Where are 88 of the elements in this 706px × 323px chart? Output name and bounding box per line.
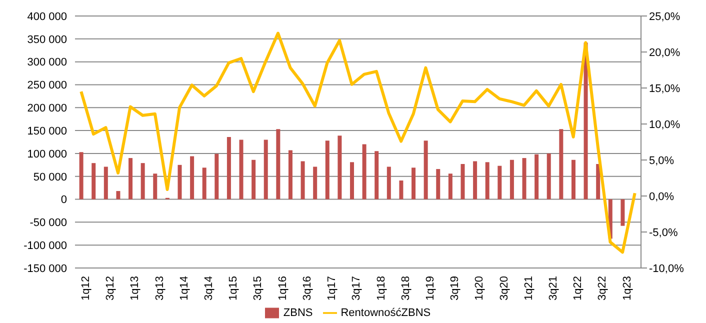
y2-tick-label: -10,0% bbox=[649, 262, 684, 275]
bar bbox=[374, 151, 379, 200]
x-tick-label: 1q13 bbox=[129, 276, 142, 300]
y-tick-label: 150 000 bbox=[27, 125, 67, 138]
bar bbox=[473, 161, 478, 200]
bar bbox=[252, 160, 256, 200]
legend-label: RentownośćZBNS bbox=[340, 306, 431, 319]
y-tick-label: 0 bbox=[60, 194, 67, 206]
y-tick-label: 250 000 bbox=[27, 80, 67, 92]
y2-tick-label: 0,0% bbox=[649, 190, 674, 203]
bar bbox=[276, 129, 280, 200]
x-tick-label: 3q13 bbox=[154, 276, 166, 300]
bar bbox=[620, 199, 625, 226]
x-tick-label: 3q22 bbox=[596, 276, 609, 300]
bar bbox=[313, 166, 318, 200]
x-tick-label: 1q22 bbox=[572, 276, 584, 300]
bar bbox=[546, 153, 551, 200]
x-tick-label: 1q15 bbox=[228, 276, 240, 300]
bar bbox=[448, 174, 452, 200]
bar bbox=[79, 152, 84, 200]
bar bbox=[534, 154, 539, 200]
y-tick-label: 200 000 bbox=[27, 102, 67, 115]
y-tick-label: 350 000 bbox=[27, 34, 67, 46]
y2-tick-label: 15,0% bbox=[649, 82, 680, 95]
bar bbox=[559, 129, 564, 200]
bar bbox=[338, 136, 342, 200]
y2-tick-label: 5,0% bbox=[649, 154, 674, 167]
bar bbox=[300, 161, 305, 200]
bar bbox=[399, 180, 404, 200]
bar bbox=[140, 163, 145, 200]
bar bbox=[104, 166, 108, 200]
legend-label: ZBNS bbox=[283, 306, 313, 319]
bar bbox=[190, 156, 194, 200]
y2-tick-label: -5,0% bbox=[649, 226, 678, 239]
x-tick-label: 3q20 bbox=[498, 276, 510, 300]
line-series bbox=[80, 32, 636, 254]
y-tick-label: -150 000 bbox=[24, 262, 67, 275]
bar bbox=[436, 169, 440, 200]
x-tick-label: 1q19 bbox=[424, 276, 436, 300]
bar bbox=[460, 164, 465, 200]
bar bbox=[214, 154, 219, 200]
bar bbox=[362, 144, 366, 200]
x-tick-label: 3q12 bbox=[104, 276, 117, 300]
x-tick-label: 3q16 bbox=[301, 276, 314, 300]
x-tick-label: 1q16 bbox=[276, 276, 289, 300]
bar bbox=[264, 140, 268, 200]
x-tick-label: 3q17 bbox=[350, 276, 363, 300]
bar bbox=[522, 158, 526, 200]
bar bbox=[239, 140, 244, 200]
bar bbox=[226, 136, 231, 200]
x-tick-label: 3q14 bbox=[203, 276, 216, 300]
bar bbox=[571, 160, 576, 200]
x-tick-label: 1q17 bbox=[326, 276, 338, 300]
bar bbox=[498, 166, 502, 200]
bar bbox=[288, 150, 292, 200]
bar bbox=[178, 164, 182, 200]
x-tick-label: 3q19 bbox=[449, 276, 462, 300]
bar bbox=[596, 164, 600, 200]
bar bbox=[350, 162, 354, 200]
bar bbox=[412, 168, 416, 200]
x-tick-label: 1q14 bbox=[178, 276, 190, 300]
bar bbox=[153, 174, 158, 200]
y2-tick-label: 25,0% bbox=[649, 10, 680, 23]
y-tick-label: -100 000 bbox=[24, 240, 67, 252]
bar bbox=[116, 191, 120, 200]
bar bbox=[128, 158, 133, 200]
y-tick-label: 400 000 bbox=[27, 10, 67, 23]
bar bbox=[485, 162, 490, 200]
x-tick-label: 3q21 bbox=[548, 276, 560, 300]
bar bbox=[92, 163, 96, 200]
bar bbox=[424, 140, 428, 200]
y-tick-label: 100 000 bbox=[27, 148, 67, 160]
bar bbox=[510, 160, 514, 200]
y-tick-label: 50 000 bbox=[33, 171, 67, 184]
y-tick-label: 300 000 bbox=[27, 56, 67, 69]
y2-tick-label: 20,0% bbox=[649, 46, 680, 59]
x-tick-label: 1q21 bbox=[522, 276, 535, 300]
x-tick-label: 1q23 bbox=[621, 276, 634, 300]
x-tick-label: 3q18 bbox=[400, 276, 412, 300]
y2-tick-label: 10,0% bbox=[649, 118, 680, 131]
x-tick-label: 1q18 bbox=[375, 276, 388, 300]
y-tick-label: -50 000 bbox=[30, 217, 67, 230]
bar bbox=[386, 166, 391, 200]
x-tick-label: 1q20 bbox=[474, 276, 486, 300]
bar bbox=[202, 168, 206, 200]
bar bbox=[325, 140, 330, 200]
x-tick-label: 1q12 bbox=[80, 276, 92, 300]
x-tick-label: 3q15 bbox=[252, 276, 264, 300]
